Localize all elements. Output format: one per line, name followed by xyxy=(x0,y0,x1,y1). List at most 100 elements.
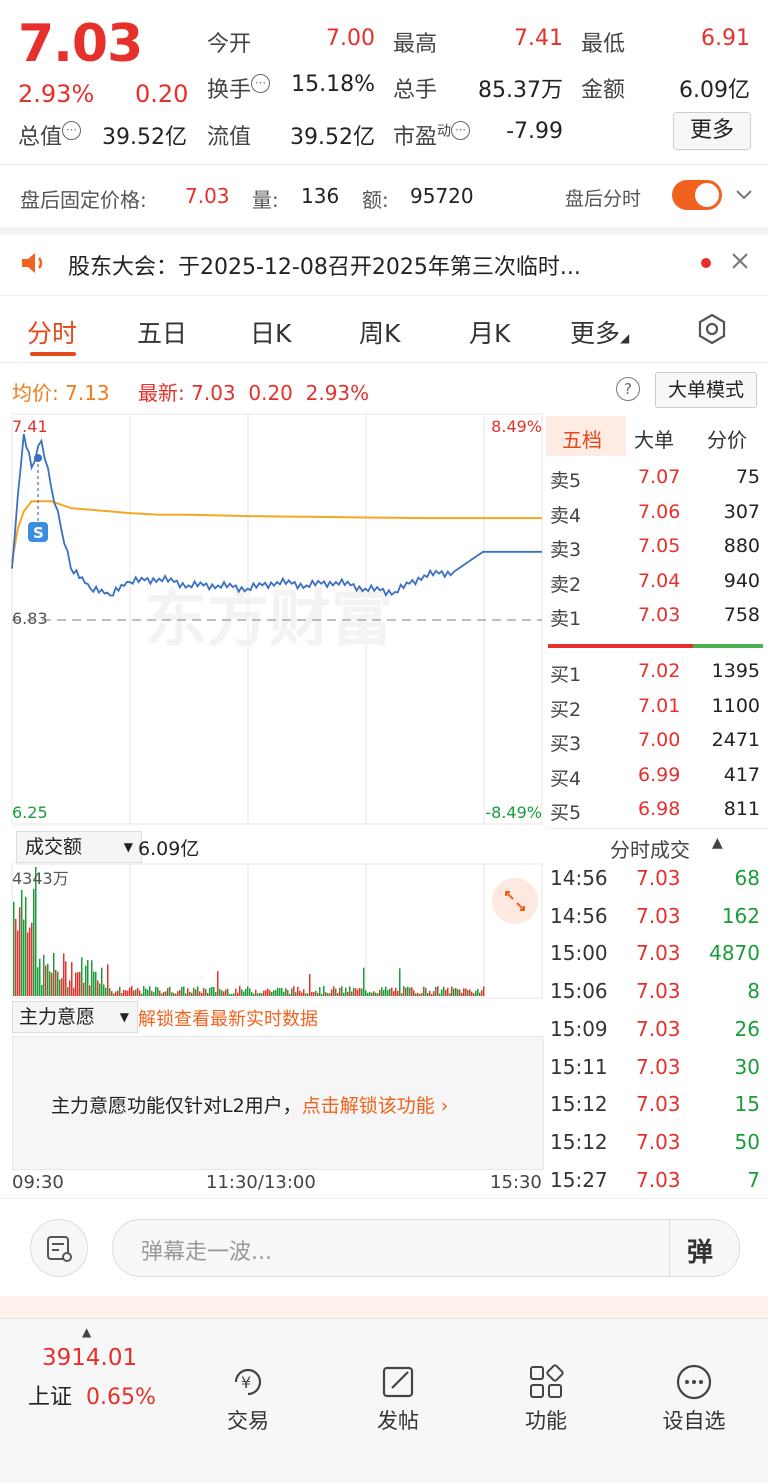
volume-bar xyxy=(93,971,95,996)
order-book-row[interactable]: 卖3 7.05 880 xyxy=(546,535,766,569)
flow-selector[interactable]: 主力意愿 ▼ xyxy=(12,1001,138,1033)
post-market-toggle[interactable] xyxy=(672,180,722,210)
index-info[interactable]: 上证 0.65% xyxy=(28,1385,156,1410)
order-book-row[interactable]: 买4 6.99 417 xyxy=(546,764,766,798)
volume-bar xyxy=(295,992,297,996)
volume-bar xyxy=(41,985,43,996)
danmaku-input[interactable]: 弹幕走一波... 弹 xyxy=(112,1219,740,1277)
volume-bar xyxy=(241,989,243,996)
order-book-row[interactable]: 买1 7.02 1395 xyxy=(546,660,766,694)
level-price: 7.03 xyxy=(638,604,681,626)
volume-bar xyxy=(85,965,87,996)
order-book-row[interactable]: 买5 6.98 811 xyxy=(546,798,766,832)
order-book-row[interactable]: 买3 7.00 2471 xyxy=(546,729,766,763)
order-book-row[interactable]: 卖2 7.04 940 xyxy=(546,570,766,604)
info-icon[interactable]: ⋯ xyxy=(251,74,271,93)
big-order-mode-button[interactable]: 大单模式 xyxy=(655,372,757,408)
flow-unlock-link[interactable]: 解锁查看最新实时数据 xyxy=(138,1009,318,1030)
expand-icon[interactable] xyxy=(492,878,538,924)
ratio-bar-up xyxy=(548,644,693,648)
chevron-down-icon[interactable] xyxy=(734,184,754,208)
danmaku-send-button[interactable]: 弹 xyxy=(687,1238,714,1268)
volume-bar xyxy=(323,986,325,996)
level-price: 7.04 xyxy=(638,569,681,592)
tab-intraday[interactable]: 分时 xyxy=(27,319,78,348)
volume-bar xyxy=(371,992,373,996)
order-book-row[interactable]: 卖5 7.07 75 xyxy=(546,466,766,500)
volume-bar xyxy=(363,967,365,996)
tab-big-orders[interactable]: 大单 xyxy=(634,428,674,452)
level-price: 7.01 xyxy=(638,694,681,717)
close-icon[interactable] xyxy=(731,252,749,274)
volume-bar xyxy=(427,993,429,996)
volume-bar xyxy=(289,993,291,996)
order-book-row[interactable]: 买2 7.01 1100 xyxy=(546,695,766,729)
volume-bar xyxy=(63,953,65,996)
volume-bar xyxy=(303,989,305,996)
info-icon[interactable]: ⋯ xyxy=(451,121,471,140)
index-value[interactable]: 3914.01 xyxy=(42,1345,138,1371)
amount-value: 6.09亿 xyxy=(679,78,750,103)
order-book-row[interactable]: 卖1 7.03 758 xyxy=(546,604,766,638)
tab-five-levels[interactable]: 五档 xyxy=(562,428,602,452)
trade-time: 15:27 xyxy=(550,1167,608,1192)
volume-bar xyxy=(95,971,97,996)
trade-row: 15:06 7.03 8 xyxy=(546,979,766,1013)
volume-bar xyxy=(249,988,251,996)
volume-bar xyxy=(481,990,483,996)
tab-daily-k[interactable]: 日K xyxy=(250,319,292,348)
nav-functions[interactable]: 功能 xyxy=(491,1359,601,1435)
level-label: 买2 xyxy=(550,698,582,721)
volume-bar xyxy=(43,954,45,996)
volume-bar xyxy=(333,986,335,996)
tab-weekly-k[interactable]: 周K xyxy=(359,319,401,348)
volume-bar xyxy=(263,990,265,996)
volume-bar xyxy=(235,988,237,996)
volume-bar xyxy=(239,986,241,996)
trade-price: 7.03 xyxy=(636,1129,681,1154)
tab-monthly-k[interactable]: 月K xyxy=(469,319,511,348)
volume-bar xyxy=(419,993,421,996)
notice-bar[interactable]: 股东大会：于2025-12-08召开2025年第三次临时... xyxy=(0,235,768,296)
post-amt: 95720 xyxy=(410,184,474,208)
volume-bar xyxy=(163,991,165,996)
volume-bar xyxy=(251,992,253,996)
sell-marker[interactable] xyxy=(28,522,48,542)
caret-up-icon: ▲ xyxy=(82,1325,92,1339)
volume-bar xyxy=(167,988,169,996)
volume-bar xyxy=(221,990,223,996)
flow-unlock-button[interactable]: 点击解锁该功能 › xyxy=(301,1095,449,1117)
trade-row: 14:56 7.03 162 xyxy=(546,904,766,938)
volume-bar xyxy=(195,989,197,996)
volume-bar xyxy=(425,987,427,996)
trade-time: 15:12 xyxy=(550,1092,608,1117)
info-icon[interactable]: ⋯ xyxy=(62,121,82,140)
volume-chart[interactable]: 4343万 xyxy=(0,862,546,1000)
trade-price: 7.03 xyxy=(636,903,681,928)
volume-bar xyxy=(283,991,285,996)
tab-price-dist[interactable]: 分价 xyxy=(707,428,747,452)
volume-bar xyxy=(181,986,183,996)
tab-more[interactable]: 更多◢ xyxy=(570,319,630,348)
volume-bar xyxy=(245,988,247,996)
volume-selector[interactable]: 成交额 ▼ xyxy=(16,831,142,863)
nav-post[interactable]: 发帖 xyxy=(343,1359,453,1435)
volume-bar xyxy=(467,989,469,996)
volume-max-label: 4343万 xyxy=(12,869,69,888)
nav-trade[interactable]: ¥ 交易 xyxy=(193,1359,303,1435)
volume-bar xyxy=(47,963,49,996)
help-icon[interactable]: ? xyxy=(616,377,640,401)
trade-price: 7.03 xyxy=(636,866,681,890)
volume-value: 85.37万 xyxy=(478,78,563,103)
danmaku-settings-icon[interactable] xyxy=(30,1219,88,1277)
volume-bar xyxy=(189,991,191,996)
level-label: 卖1 xyxy=(550,608,582,630)
volume-bar xyxy=(205,989,207,996)
more-button[interactable]: 更多 xyxy=(673,112,751,150)
intraday-chart[interactable]: 东方财富 S 7.41 6.83 6.25 8.49% -8.49% xyxy=(0,410,546,828)
gear-icon[interactable] xyxy=(696,313,728,349)
nav-add-watchlist[interactable]: 设自选 xyxy=(639,1359,749,1435)
trades-header[interactable]: 分时成交 ▲ xyxy=(546,828,768,863)
tab-five-day[interactable]: 五日 xyxy=(137,319,188,348)
order-book-row[interactable]: 卖4 7.06 307 xyxy=(546,501,766,535)
